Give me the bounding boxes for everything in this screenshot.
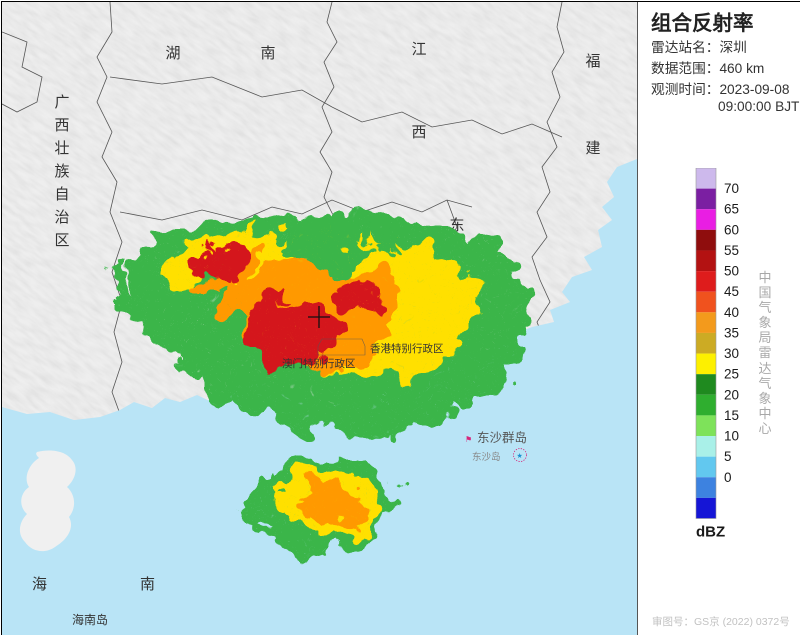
svg-text:15: 15: [724, 408, 739, 423]
svg-text:5: 5: [724, 449, 732, 464]
svg-text:西: 西: [411, 124, 426, 141]
svg-text:壮: 壮: [54, 140, 69, 157]
svg-text:0: 0: [724, 470, 732, 485]
svg-text:广: 广: [54, 94, 69, 111]
svg-text:60: 60: [724, 222, 739, 237]
svg-text:35: 35: [724, 325, 739, 340]
svg-text:海: 海: [32, 576, 47, 593]
svg-text:区: 区: [54, 232, 69, 249]
svg-text:治: 治: [54, 209, 69, 226]
svg-text:40: 40: [724, 305, 739, 320]
svg-text:50: 50: [724, 264, 739, 279]
svg-text:南: 南: [140, 576, 155, 593]
svg-text:25: 25: [724, 367, 739, 382]
svg-text:20: 20: [724, 387, 739, 402]
svg-text:10: 10: [724, 429, 739, 444]
svg-text:65: 65: [724, 202, 739, 217]
svg-text:★: ★: [517, 452, 523, 460]
svg-text:东沙群岛: 东沙群岛: [477, 430, 527, 445]
svg-text:江: 江: [411, 41, 426, 58]
svg-text:自: 自: [54, 186, 69, 203]
svg-text:湖: 湖: [165, 45, 180, 62]
svg-text:30: 30: [724, 346, 739, 361]
svg-text:东沙岛: 东沙岛: [472, 451, 501, 463]
svg-text:45: 45: [724, 284, 739, 299]
svg-text:澳门特别行政区: 澳门特别行政区: [282, 357, 356, 370]
svg-text:55: 55: [724, 243, 739, 258]
svg-text:海南岛: 海南岛: [72, 612, 108, 627]
svg-text:西: 西: [54, 117, 69, 134]
svg-text:dBZ: dBZ: [696, 524, 725, 541]
svg-text:南: 南: [260, 45, 275, 62]
svg-text:福: 福: [585, 53, 600, 70]
svg-text:70: 70: [724, 181, 739, 196]
svg-text:香港特别行政区: 香港特别行政区: [370, 342, 444, 355]
svg-text:⚑: ⚑: [465, 435, 472, 444]
svg-text:建: 建: [585, 140, 600, 157]
svg-text:族: 族: [54, 163, 69, 180]
